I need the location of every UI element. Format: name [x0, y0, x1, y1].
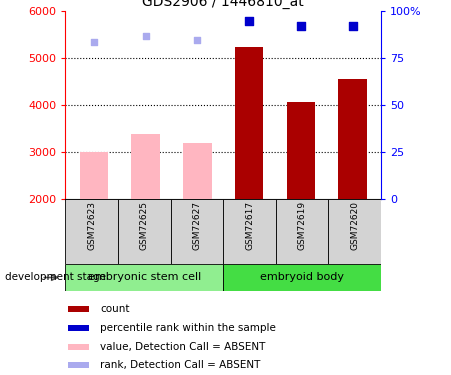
Text: embryonic stem cell: embryonic stem cell — [87, 273, 201, 282]
Text: GSM72619: GSM72619 — [298, 201, 307, 250]
Bar — [80, 152, 108, 199]
Text: GSM72623: GSM72623 — [87, 201, 96, 250]
Text: rank, Detection Call = ABSENT: rank, Detection Call = ABSENT — [101, 360, 261, 370]
Bar — [68, 344, 89, 350]
Bar — [338, 79, 367, 199]
Text: GSM72617: GSM72617 — [245, 201, 254, 250]
Text: development stage: development stage — [5, 273, 106, 282]
Bar — [223, 264, 381, 291]
Bar — [170, 199, 223, 264]
Bar — [68, 325, 89, 331]
Point — [297, 23, 304, 29]
Point — [90, 39, 97, 45]
Bar — [68, 306, 89, 312]
Text: embryoid body: embryoid body — [260, 273, 344, 282]
Point — [245, 18, 253, 24]
Bar — [118, 199, 170, 264]
Text: GSM72627: GSM72627 — [193, 201, 202, 250]
Text: GSM72620: GSM72620 — [350, 201, 359, 250]
Text: value, Detection Call = ABSENT: value, Detection Call = ABSENT — [101, 342, 266, 352]
Bar — [328, 199, 381, 264]
Bar — [223, 199, 276, 264]
Bar — [286, 102, 315, 199]
Bar — [131, 134, 160, 199]
Bar — [183, 142, 212, 199]
Bar — [235, 47, 263, 199]
Bar — [65, 264, 223, 291]
Title: GDS2906 / 1446810_at: GDS2906 / 1446810_at — [143, 0, 304, 9]
Point — [194, 38, 201, 44]
Text: GSM72625: GSM72625 — [140, 201, 149, 250]
Bar — [276, 199, 328, 264]
Point — [142, 33, 149, 39]
Text: percentile rank within the sample: percentile rank within the sample — [101, 323, 276, 333]
Bar — [68, 362, 89, 368]
Bar — [65, 199, 118, 264]
Text: count: count — [101, 304, 130, 314]
Point — [349, 23, 356, 29]
